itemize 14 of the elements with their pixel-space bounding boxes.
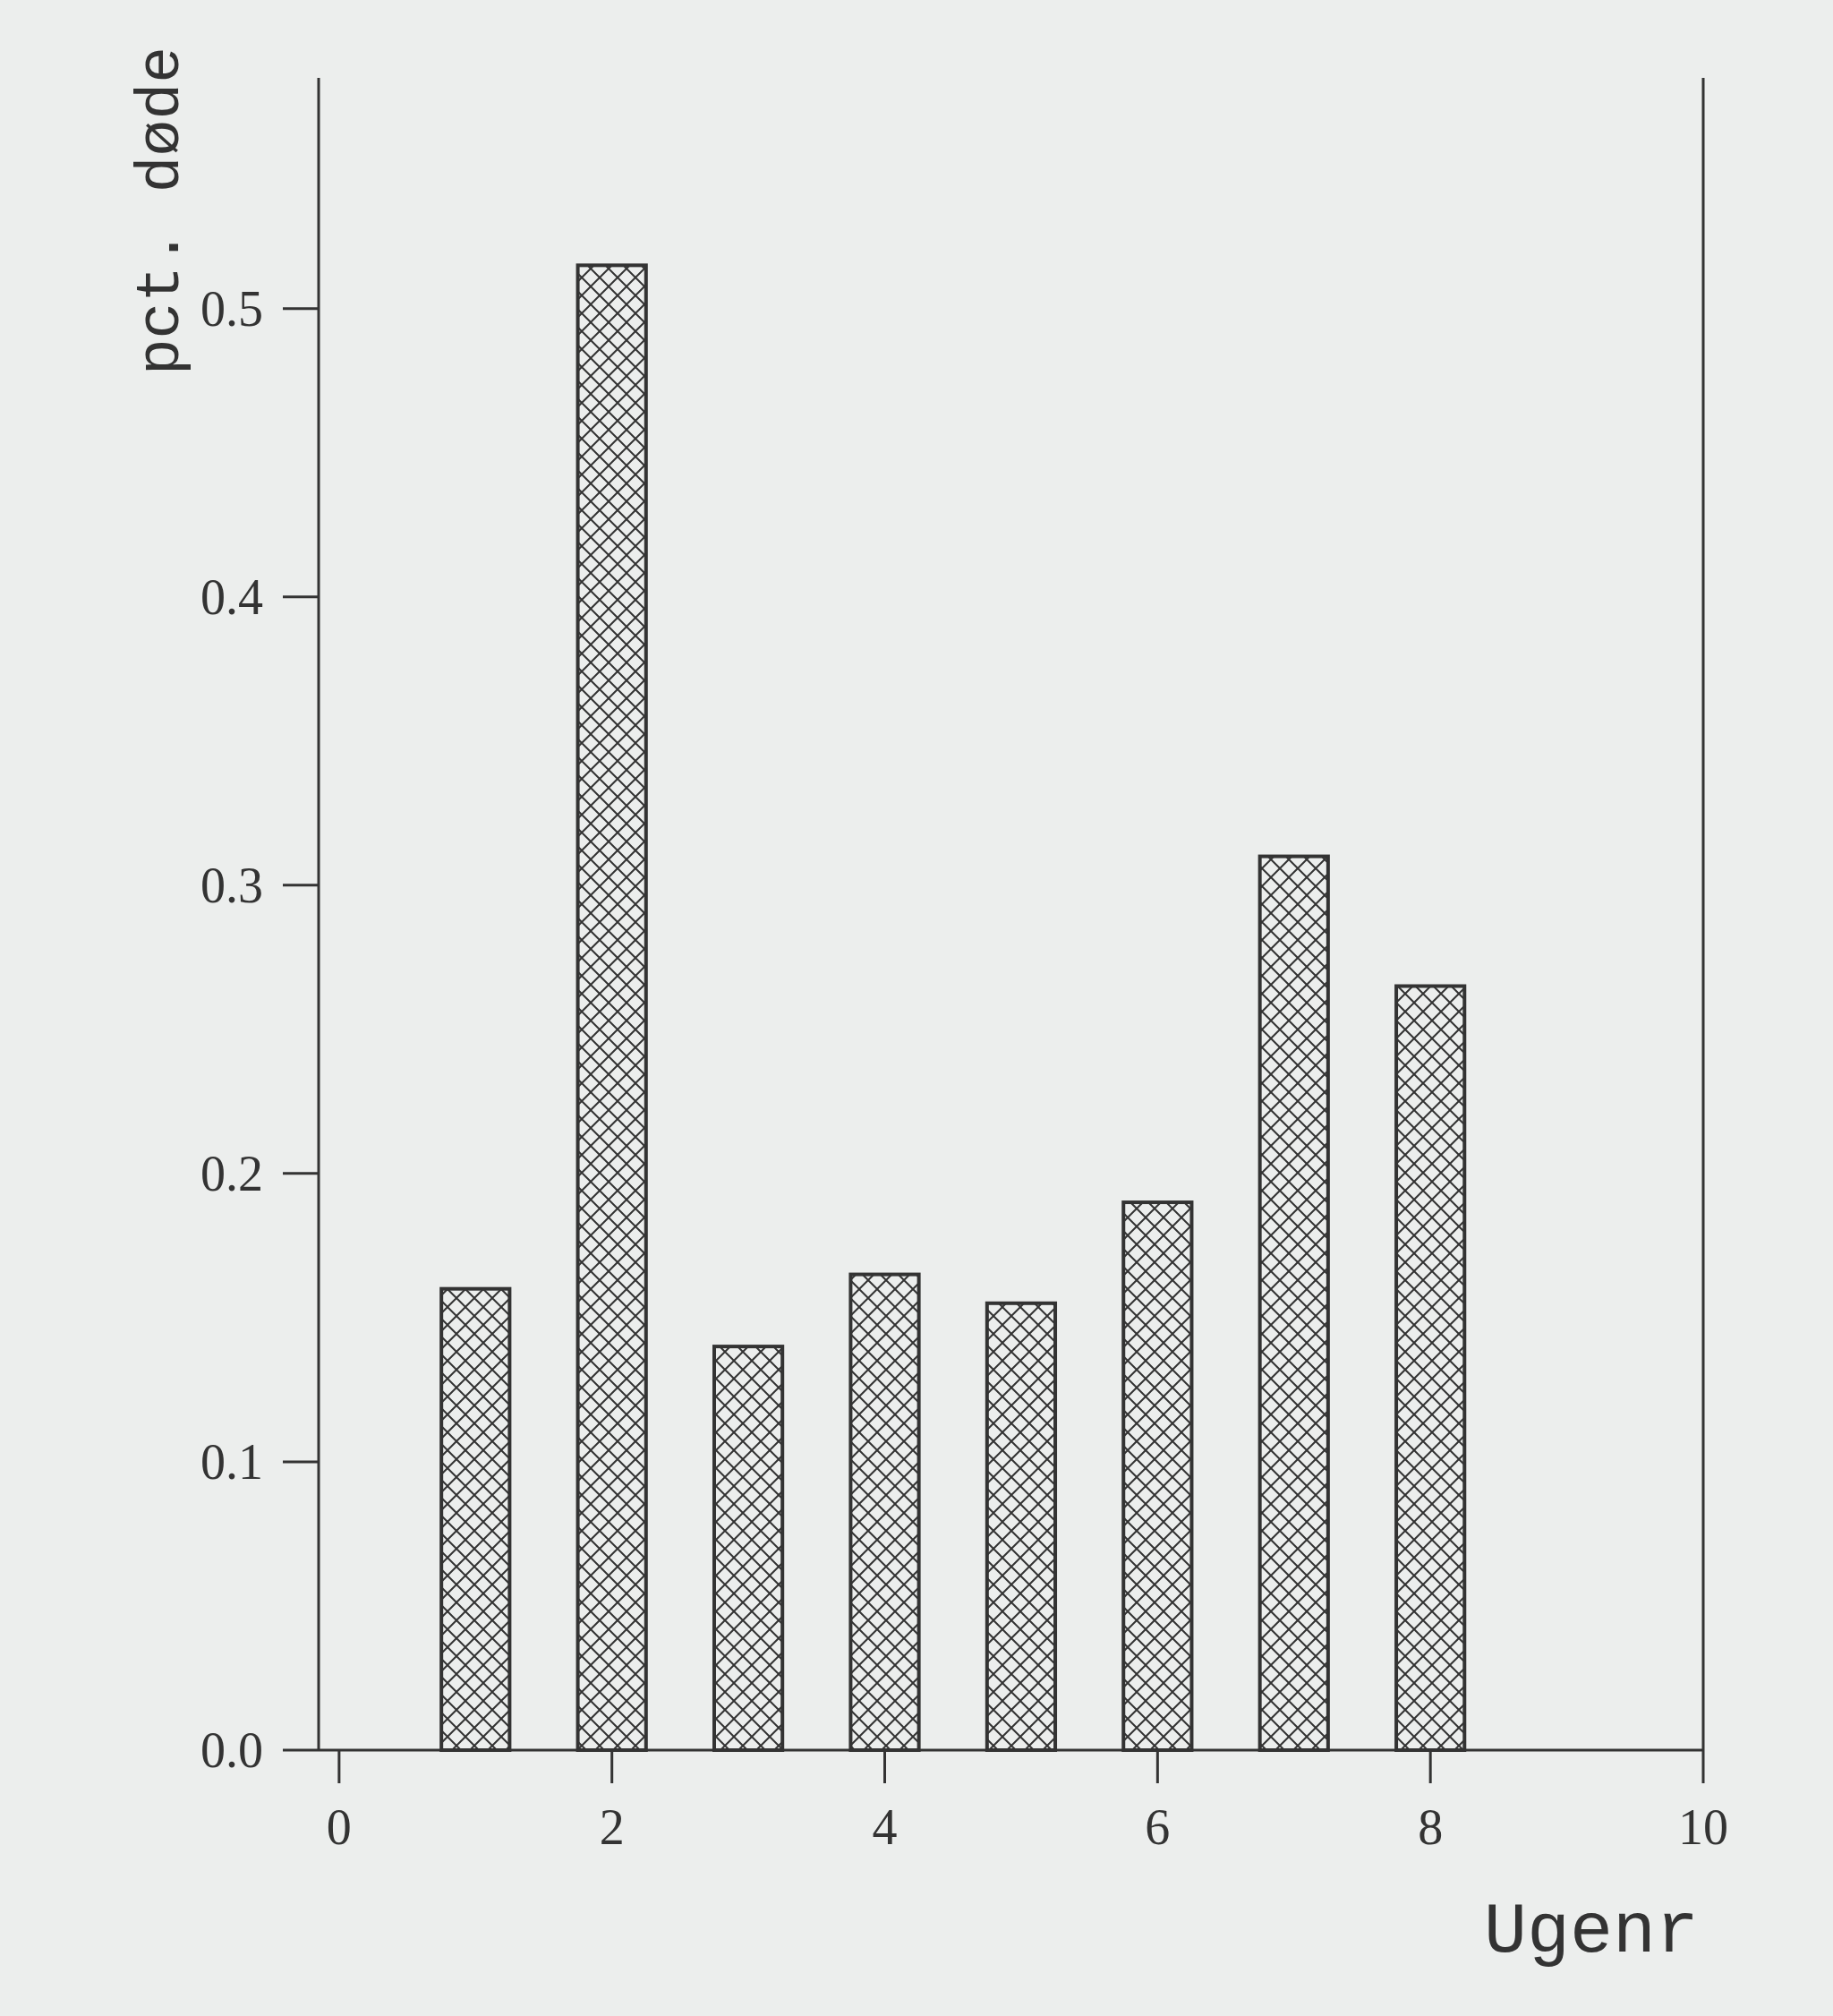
- y-axis-title: pct. døde: [126, 47, 196, 376]
- y-tick-label: 0.5: [200, 280, 263, 337]
- x-tick-label: 4: [872, 1799, 898, 1855]
- x-axis-title: Ugenr: [1483, 1892, 1699, 1973]
- y-tick-label: 0.2: [200, 1145, 263, 1201]
- y-tick-label: 0.1: [200, 1433, 263, 1490]
- x-tick-label: 2: [599, 1799, 625, 1855]
- y-tick-label: 0.0: [200, 1722, 263, 1778]
- y-tick-label: 0.3: [200, 857, 263, 913]
- x-tick-label: 6: [1145, 1799, 1171, 1855]
- y-tick-label: 0.4: [200, 568, 263, 625]
- x-tick-label: 8: [1418, 1799, 1444, 1855]
- x-tick-label: 0: [326, 1799, 352, 1855]
- x-tick-label: 10: [1678, 1799, 1728, 1855]
